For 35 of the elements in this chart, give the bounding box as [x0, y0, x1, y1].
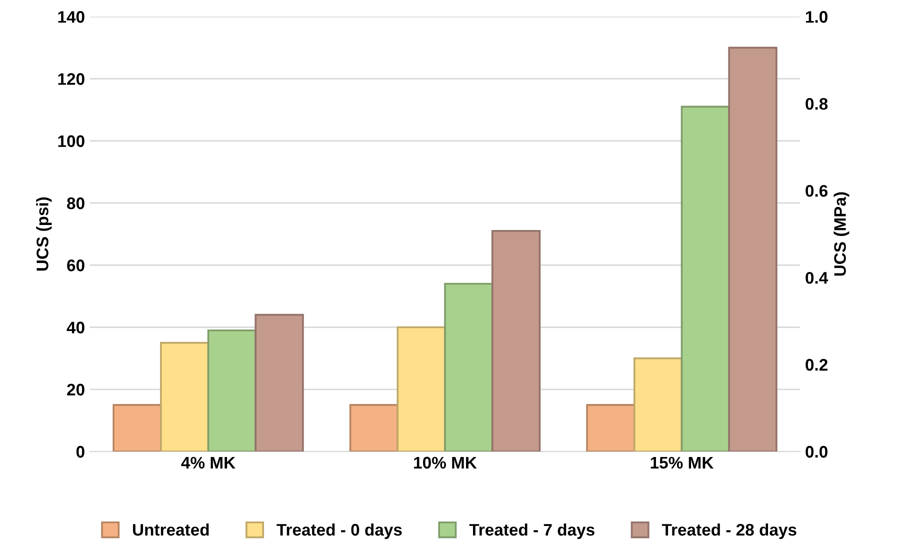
- y2-tick-label: 0.0: [806, 446, 828, 458]
- y-tick-label: 80: [67, 197, 84, 210]
- bar: [444, 282, 494, 452]
- y2-tick-label: 0.4: [806, 272, 828, 284]
- y-tick-label: 120: [58, 73, 84, 85]
- bar: [491, 230, 541, 452]
- bar: [254, 314, 304, 452]
- legend-label: Treated - 0 days: [276, 523, 402, 539]
- y-tick-label: 40: [66, 322, 84, 334]
- y-tick-label: 100: [58, 135, 84, 148]
- bar: [160, 342, 210, 452]
- x-tick-label: 15% MK: [650, 456, 714, 469]
- y2-tick-label: 0.2: [806, 358, 828, 371]
- x-tick-label: 10% MK: [414, 456, 477, 469]
- bar: [680, 106, 730, 452]
- bar: [349, 404, 399, 452]
- y-tick-label: 0: [76, 446, 84, 458]
- y2-tick-label: 0.6: [806, 184, 828, 197]
- y-tick-label: 140: [58, 11, 84, 23]
- bar: [586, 404, 636, 452]
- y-axis-title: UCS (psi): [36, 197, 52, 271]
- y-tick-label: 20: [67, 384, 84, 396]
- y2-tick-label: 1.0: [806, 11, 828, 23]
- legend-label: Untreated: [133, 523, 209, 536]
- bar: [396, 326, 446, 452]
- x-tick-label: 4% MK: [181, 456, 236, 469]
- bar: [112, 404, 162, 452]
- bar: [207, 329, 257, 452]
- y2-tick-label: 0.8: [806, 98, 828, 110]
- legend-label: Treated - 7 days: [469, 523, 594, 539]
- bar: [728, 46, 778, 452]
- bar: [633, 357, 683, 452]
- legend-label: Treated - 28 days: [662, 523, 796, 539]
- y-tick-label: 60: [67, 260, 84, 272]
- y2-axis-title: UCS (MPa): [834, 192, 850, 276]
